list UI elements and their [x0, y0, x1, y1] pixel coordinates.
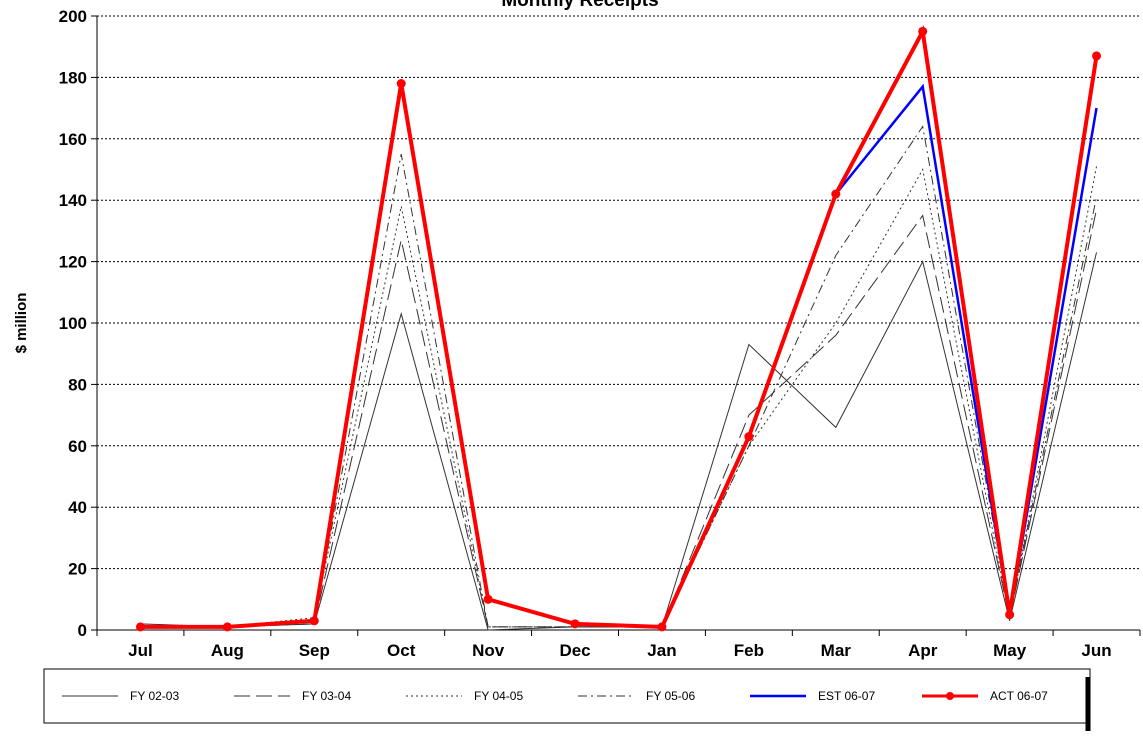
data-point-act-06-07	[918, 26, 928, 36]
series-line-fy-05-06	[140, 125, 1097, 628]
series-line-fy-03-04	[140, 209, 1097, 628]
series-line-act-06-07	[140, 25, 1099, 629]
x-tick-label: Jul	[128, 641, 153, 660]
legend-label-act-06-07: ACT 06-07	[990, 689, 1048, 703]
x-tick-label: Sep	[299, 641, 330, 660]
y-tick-label: 0	[78, 621, 87, 640]
y-tick-label: 20	[68, 560, 87, 579]
x-tick-label: Dec	[559, 641, 590, 660]
y-tick-label: 200	[59, 7, 87, 26]
data-point-act-06-07	[1005, 610, 1015, 620]
x-tick-label: Jun	[1081, 641, 1111, 660]
legend-label-fy-04-05: FY 04-05	[474, 689, 523, 703]
series-lines	[135, 25, 1102, 632]
y-axis-label: $ million	[13, 293, 30, 354]
data-point-act-06-07	[570, 619, 580, 629]
legend: FY 02-03 FY 03-04 FY 04-05 FY 05-06 EST 06-0…	[43, 668, 1091, 731]
data-point-act-06-07	[831, 189, 841, 199]
series-line-fy-04-05	[140, 166, 1097, 628]
legend-label-fy-03-04: FY 03-04	[302, 689, 351, 703]
y-tick-label: 60	[68, 437, 87, 456]
y-tick-label: 160	[59, 130, 87, 149]
y-tick-label: 40	[68, 498, 87, 517]
legend-marker-act-06-07	[946, 692, 954, 700]
y-tick-label: 100	[59, 314, 87, 333]
chart-title: Monthly Receipts	[501, 0, 658, 11]
legend-label-fy-05-06: FY 05-06	[646, 689, 695, 703]
data-point-act-06-07	[135, 622, 145, 632]
legend-label-est-06-07: EST 06-07	[818, 689, 875, 703]
x-tick-label: Mar	[821, 641, 852, 660]
x-tick-label: Aug	[211, 641, 244, 660]
gridlines	[97, 15, 1140, 570]
x-tick-label: Feb	[734, 641, 764, 660]
x-tick-label: Nov	[472, 641, 505, 660]
y-tick-label: 80	[68, 375, 87, 394]
series-line-fy-02-03	[140, 252, 1097, 631]
y-tick-label: 180	[59, 68, 87, 87]
data-point-act-06-07	[309, 616, 319, 626]
data-point-act-06-07	[483, 594, 493, 604]
legend-label-fy-02-03: FY 02-03	[130, 689, 179, 703]
axes: 0 20 40 60 80 100 120 140 160 180 200 Jul Aug Sep Oct N…	[59, 7, 1141, 660]
data-point-act-06-07	[222, 622, 232, 632]
y-tick-label: 140	[59, 191, 87, 210]
x-tick-label: Apr	[908, 641, 938, 660]
data-point-act-06-07	[744, 432, 754, 442]
x-tick-label: May	[993, 641, 1027, 660]
y-tick-label: 120	[59, 253, 87, 272]
data-point-act-06-07	[396, 79, 406, 89]
data-point-act-06-07	[657, 622, 667, 632]
x-tick-label: Jan	[647, 641, 676, 660]
data-point-act-06-07	[1092, 51, 1102, 61]
legend-box	[43, 668, 1091, 724]
x-tick-label: Oct	[387, 641, 416, 660]
